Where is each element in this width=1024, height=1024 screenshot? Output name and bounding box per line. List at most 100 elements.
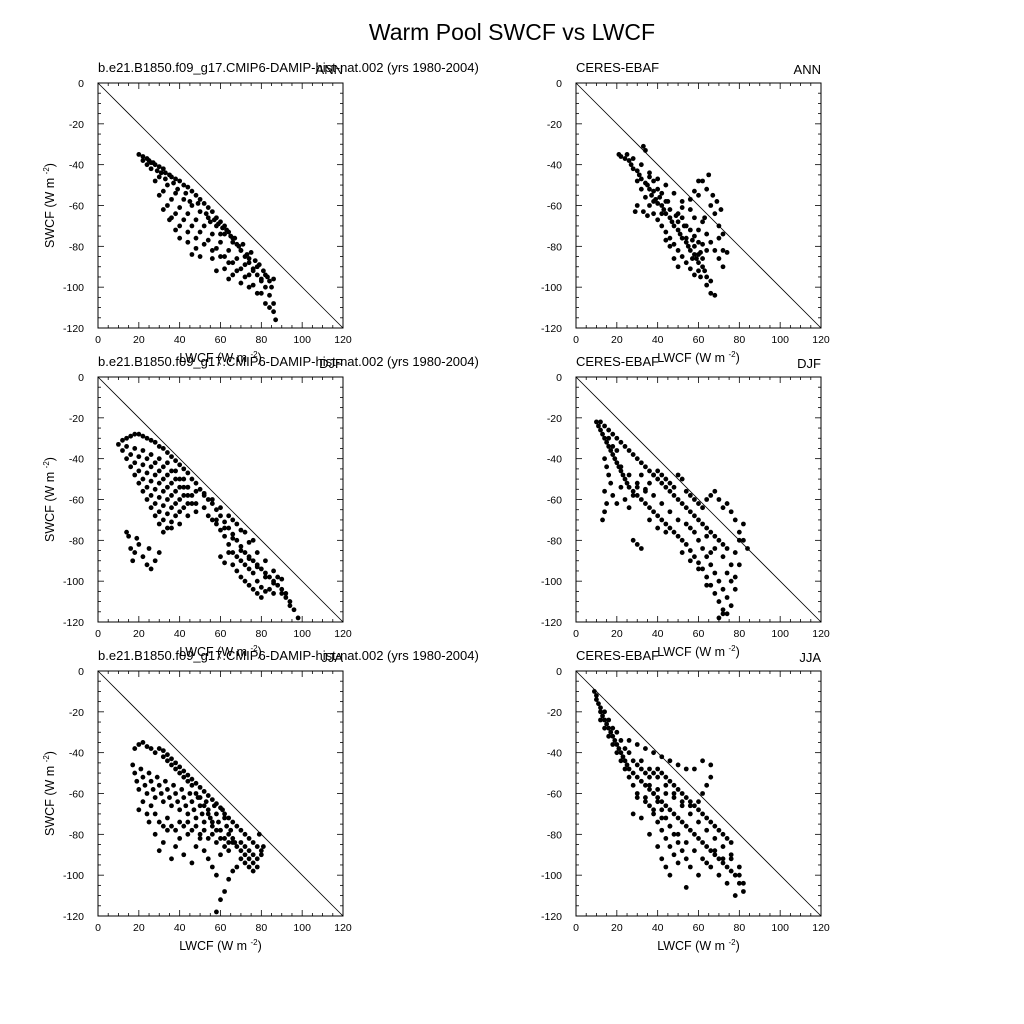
data-point: [271, 301, 276, 306]
data-point: [696, 239, 701, 245]
data-point: [667, 480, 673, 486]
data-point: [226, 876, 232, 882]
data-point: [724, 864, 730, 870]
data-point: [216, 221, 221, 227]
data-point: [663, 864, 669, 870]
data-point: [700, 219, 705, 225]
data-point: [181, 768, 187, 774]
data-point: [692, 513, 697, 519]
data-point: [679, 501, 685, 506]
data-point: [624, 762, 630, 768]
data-point: [614, 448, 620, 453]
data-point: [263, 284, 268, 290]
data-point: [692, 529, 697, 535]
data-point: [732, 586, 738, 592]
y-axis-title-exponent: -2: [42, 461, 51, 469]
data-point: [169, 823, 174, 829]
data-point: [144, 791, 150, 796]
data-point: [608, 448, 614, 453]
data-point: [606, 427, 612, 433]
data-point: [675, 840, 681, 845]
data-point: [655, 201, 661, 206]
data-point: [677, 231, 683, 237]
data-point: [222, 254, 227, 259]
data-point: [144, 562, 150, 568]
data-point: [622, 497, 628, 502]
data-point: [655, 176, 661, 182]
data-point: [728, 840, 734, 845]
data-point: [704, 525, 710, 531]
data-point: [279, 576, 285, 582]
data-point: [651, 493, 656, 498]
data-point: [260, 268, 266, 274]
data-point: [655, 819, 661, 825]
data-point: [647, 505, 652, 511]
x-tick-label: 40: [652, 334, 664, 346]
data-point: [626, 738, 632, 743]
data-point: [700, 256, 705, 261]
data-point: [165, 758, 170, 764]
data-point: [659, 190, 665, 196]
data-point: [136, 542, 142, 547]
data-point: [692, 243, 697, 249]
panel-right-title: DJF: [797, 356, 821, 371]
data-point: [295, 615, 301, 621]
data-point: [267, 586, 272, 592]
data-point: [152, 795, 158, 800]
data-point: [209, 823, 215, 829]
data-point: [645, 182, 650, 188]
data-point: [624, 152, 630, 157]
x-tick-label: 80: [733, 922, 745, 934]
data-point: [185, 484, 191, 490]
data-point: [230, 840, 236, 845]
data-point: [702, 268, 708, 274]
data-point: [205, 807, 211, 813]
data-point: [140, 774, 146, 780]
data-point: [193, 501, 199, 506]
data-point: [724, 546, 730, 551]
data-point: [634, 480, 640, 486]
data-point: [608, 480, 614, 486]
data-point: [671, 529, 677, 535]
data-point: [234, 256, 240, 261]
data-point: [700, 521, 705, 527]
data-point: [169, 196, 174, 202]
data-point: [165, 182, 170, 188]
data-point: [214, 268, 219, 274]
data-point: [246, 260, 252, 266]
data-point: [704, 248, 710, 253]
data-point: [708, 562, 714, 568]
data-point: [177, 223, 183, 229]
data-point: [651, 750, 656, 756]
data-point: [700, 178, 705, 184]
data-point: [218, 513, 223, 519]
x-tick-label: 0: [573, 922, 579, 934]
data-point: [209, 497, 215, 502]
data-point: [602, 435, 607, 441]
data-point: [142, 782, 148, 788]
data-point: [252, 258, 258, 264]
data-point: [679, 550, 685, 555]
data-point: [148, 505, 154, 511]
data-point: [696, 252, 701, 257]
data-point: [643, 488, 648, 494]
data-point: [144, 435, 150, 441]
data-point: [230, 517, 236, 523]
data-point: [242, 550, 248, 555]
data-point: [704, 815, 710, 821]
panel-right-title: JJA: [321, 650, 343, 665]
data-point: [177, 819, 183, 825]
y-axis-title-label: SWCF: [43, 502, 57, 542]
data-point: [244, 252, 250, 257]
data-point: [234, 537, 240, 543]
data-point: [228, 827, 234, 833]
data-point: [712, 823, 718, 829]
data-point: [696, 192, 701, 198]
x-tick-label: 80: [255, 922, 267, 934]
x-tick-label: 0: [95, 334, 101, 346]
data-point: [687, 864, 693, 870]
data-point: [638, 472, 644, 478]
data-point: [655, 513, 661, 519]
data-point: [169, 468, 174, 474]
x-tick-label: 80: [733, 628, 745, 640]
